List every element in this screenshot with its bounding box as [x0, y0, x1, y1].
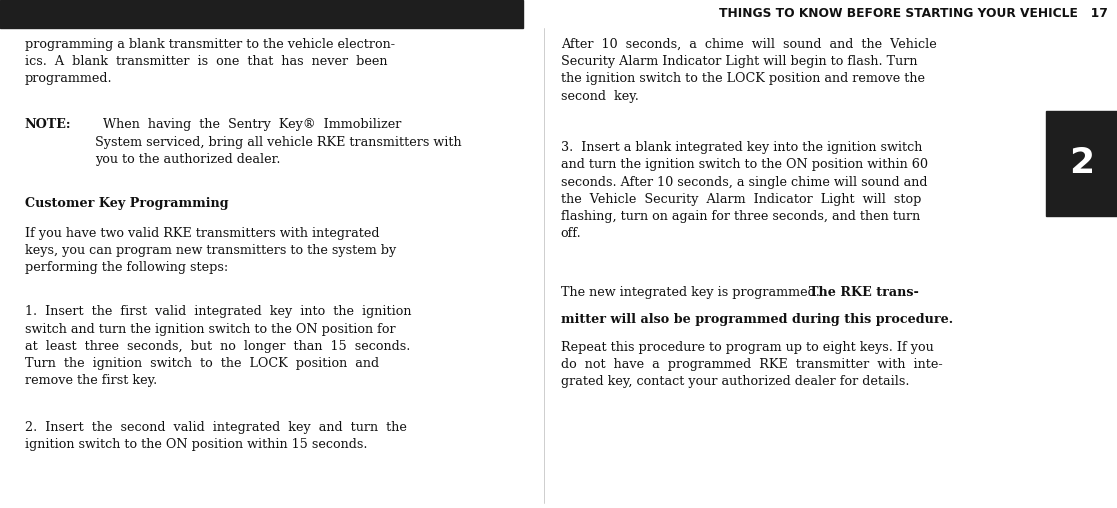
Text: 1.  Insert  the  first  valid  integrated  key  into  the  ignition
switch and t: 1. Insert the first valid integrated key… [25, 305, 411, 387]
Bar [0, 0, 523, 28]
Text: If you have two valid RKE transmitters with integrated
keys, you can program new: If you have two valid RKE transmitters w… [25, 227, 395, 274]
Text: The RKE trans-: The RKE trans- [809, 286, 919, 299]
Text: The new integrated key is programmed.: The new integrated key is programmed. [561, 286, 823, 299]
Text: Customer Key Programming: Customer Key Programming [25, 197, 228, 210]
Text: 3.  Insert a blank integrated key into the ignition switch
and turn the ignition: 3. Insert a blank integrated key into th… [561, 141, 928, 240]
Text: 2: 2 [1069, 146, 1094, 180]
Text: After  10  seconds,  a  chime  will  sound  and  the  Vehicle
Security Alarm Ind: After 10 seconds, a chime will sound and… [561, 38, 936, 103]
Text: Repeat this procedure to program up to eight keys. If you
do  not  have  a  prog: Repeat this procedure to program up to e… [561, 341, 943, 388]
Bar [1046, 111, 1117, 216]
Text: THINGS TO KNOW BEFORE STARTING YOUR VEHICLE   17: THINGS TO KNOW BEFORE STARTING YOUR VEHI… [719, 8, 1108, 20]
Text: mitter will also be programmed during this procedure.: mitter will also be programmed during th… [561, 313, 953, 326]
Text: When  having  the  Sentry  Key®  Immobilizer
System serviced, bring all vehicle : When having the Sentry Key® Immobilizer … [95, 118, 461, 166]
Text: NOTE:: NOTE: [25, 118, 71, 132]
Text: 2.  Insert  the  second  valid  integrated  key  and  turn  the
ignition switch : 2. Insert the second valid integrated ke… [25, 421, 407, 451]
Text: programming a blank transmitter to the vehicle electron-
ics.  A  blank  transmi: programming a blank transmitter to the v… [25, 38, 394, 85]
